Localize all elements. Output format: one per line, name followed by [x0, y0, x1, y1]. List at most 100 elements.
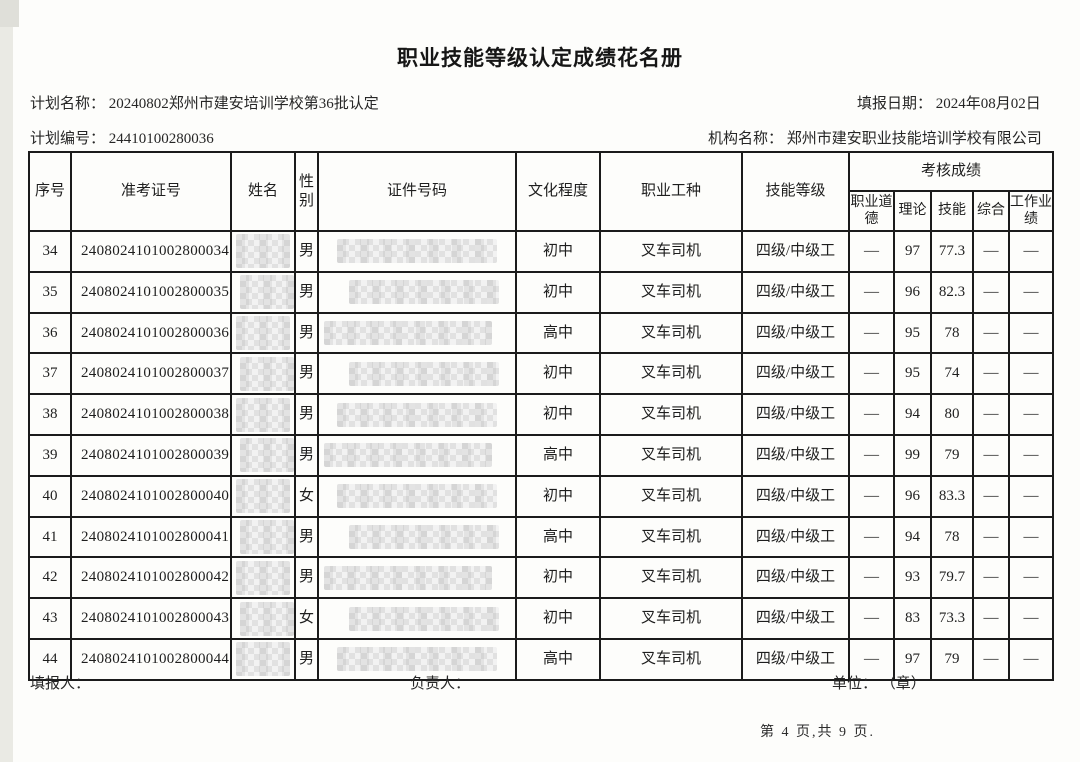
cell-ticket: 2408024101002800035 — [70, 270, 232, 314]
cell-comprehensive: — — [972, 270, 1010, 314]
cell-theory: 96 — [893, 270, 932, 314]
redacted-name-mosaic — [236, 479, 290, 514]
cell-name — [230, 637, 296, 681]
header-ticket: 准考证号 — [70, 151, 232, 232]
cell-ticket: 2408024101002800040 — [70, 474, 232, 518]
cell-skill_level: 四级/中级工 — [741, 515, 850, 559]
redacted-name-mosaic — [236, 234, 290, 269]
cell-theory: 97 — [893, 230, 932, 273]
cell-occupation: 叉车司机 — [599, 352, 743, 396]
header-score-ethics: 职业道德 — [848, 190, 895, 232]
cell-skill_level: 四级/中级工 — [741, 433, 850, 477]
cell-gender: 男 — [294, 352, 319, 396]
manager-label: 负责人： — [410, 676, 471, 692]
redacted-id-mosaic — [337, 647, 497, 672]
header-scores-group: 考核成绩 — [847, 151, 1055, 192]
cell-gender: 男 — [294, 433, 319, 477]
table-row: 44 2408024101002800044 男高中 叉车司机 四级/中级工 —97 79—… — [28, 637, 1055, 681]
cell-seq: 41 — [28, 515, 72, 559]
cell-occupation: 叉车司机 — [599, 637, 743, 681]
cell-seq: 35 — [28, 270, 72, 314]
cell-theory: 99 — [893, 433, 932, 477]
cell-theory: 97 — [893, 637, 932, 681]
cell-ticket: 2408024101002800041 — [70, 515, 232, 559]
cell-occupation: 叉车司机 — [599, 474, 743, 518]
cell-education: 高中 — [515, 433, 601, 477]
cell-comprehensive: — — [972, 474, 1010, 518]
redacted-id-mosaic — [324, 443, 492, 468]
cell-gender: 男 — [294, 515, 319, 559]
cell-ethics: — — [848, 311, 895, 355]
cell-name — [230, 474, 296, 518]
cell-occupation: 叉车司机 — [599, 556, 743, 600]
redacted-name-mosaic — [240, 275, 293, 310]
cell-comprehensive: — — [972, 556, 1010, 600]
cell-name — [230, 393, 296, 436]
cell-ethics: — — [848, 474, 895, 518]
cell-ticket: 2408024101002800036 — [70, 311, 232, 355]
cell-skill_level: 四级/中级工 — [741, 393, 850, 436]
cell-skill_level: 四级/中级工 — [741, 597, 850, 640]
cell-gender: 男 — [294, 311, 319, 355]
cell-seq: 37 — [28, 352, 72, 396]
cell-name — [230, 311, 296, 355]
cell-gender: 男 — [294, 393, 319, 436]
cell-ticket: 2408024101002800034 — [70, 230, 232, 273]
cell-id — [317, 474, 517, 518]
cell-id — [317, 637, 517, 681]
cell-seq: 38 — [28, 393, 72, 436]
cell-theory: 94 — [893, 515, 932, 559]
page-number-info: 第 4 页,共 9 页. — [760, 725, 875, 740]
org-name: 机构名称： 郑州市建安职业技能培训学校有限公司 — [708, 131, 1042, 147]
cell-name — [230, 556, 296, 600]
cell-name — [230, 270, 296, 314]
cell-skill_level: 四级/中级工 — [741, 230, 850, 273]
cell-skill_level: 四级/中级工 — [741, 311, 850, 355]
cell-skill: 79 — [930, 433, 974, 477]
cell-id — [317, 352, 517, 396]
cell-skill_level: 四级/中级工 — [741, 556, 850, 600]
cell-theory: 93 — [893, 556, 932, 600]
cell-id — [317, 270, 517, 314]
redacted-name-mosaic — [240, 438, 293, 473]
cell-work: — — [1007, 597, 1055, 640]
cell-comprehensive: — — [972, 311, 1010, 355]
cell-id — [317, 433, 517, 477]
unit-seal-label: 单位： （章） — [832, 676, 926, 692]
cell-id — [317, 311, 517, 355]
cell-ethics: — — [848, 230, 895, 273]
cell-occupation: 叉车司机 — [599, 393, 743, 436]
cell-comprehensive: — — [972, 433, 1010, 477]
cell-id — [317, 597, 517, 640]
redacted-id-mosaic — [349, 280, 499, 305]
cell-skill: 80 — [930, 393, 974, 436]
header-name: 姓名 — [230, 151, 296, 232]
cell-ethics: — — [848, 556, 895, 600]
cell-theory: 96 — [893, 474, 932, 518]
cell-skill: 78 — [930, 311, 974, 355]
cell-skill: 79.7 — [930, 556, 974, 600]
cell-gender: 男 — [294, 230, 319, 273]
cell-occupation: 叉车司机 — [599, 597, 743, 640]
cell-skill_level: 四级/中级工 — [741, 637, 850, 681]
cell-skill: 77.3 — [930, 230, 974, 273]
header-score-theory: 理论 — [893, 190, 932, 232]
redacted-id-mosaic — [349, 361, 499, 386]
cell-education: 高中 — [515, 515, 601, 559]
header-seq: 序号 — [28, 151, 72, 232]
cell-education: 初中 — [515, 393, 601, 436]
cell-gender: 男 — [294, 556, 319, 600]
plan-name: 计划名称： 20240802郑州市建安培训学校第36批认定 — [30, 96, 379, 112]
cell-id — [317, 230, 517, 273]
cell-work: — — [1007, 433, 1055, 477]
cell-education: 初中 — [515, 352, 601, 396]
cell-education: 初中 — [515, 230, 601, 273]
table-row: 39 2408024101002800039 男高中 叉车司机 四级/中级工 —99 79—… — [28, 433, 1055, 477]
cell-ticket: 2408024101002800039 — [70, 433, 232, 477]
redacted-id-mosaic — [337, 484, 497, 509]
cell-work: — — [1007, 393, 1055, 436]
cell-work: — — [1007, 474, 1055, 518]
cell-education: 高中 — [515, 311, 601, 355]
cell-gender: 男 — [294, 270, 319, 314]
redacted-name-mosaic — [236, 315, 290, 350]
